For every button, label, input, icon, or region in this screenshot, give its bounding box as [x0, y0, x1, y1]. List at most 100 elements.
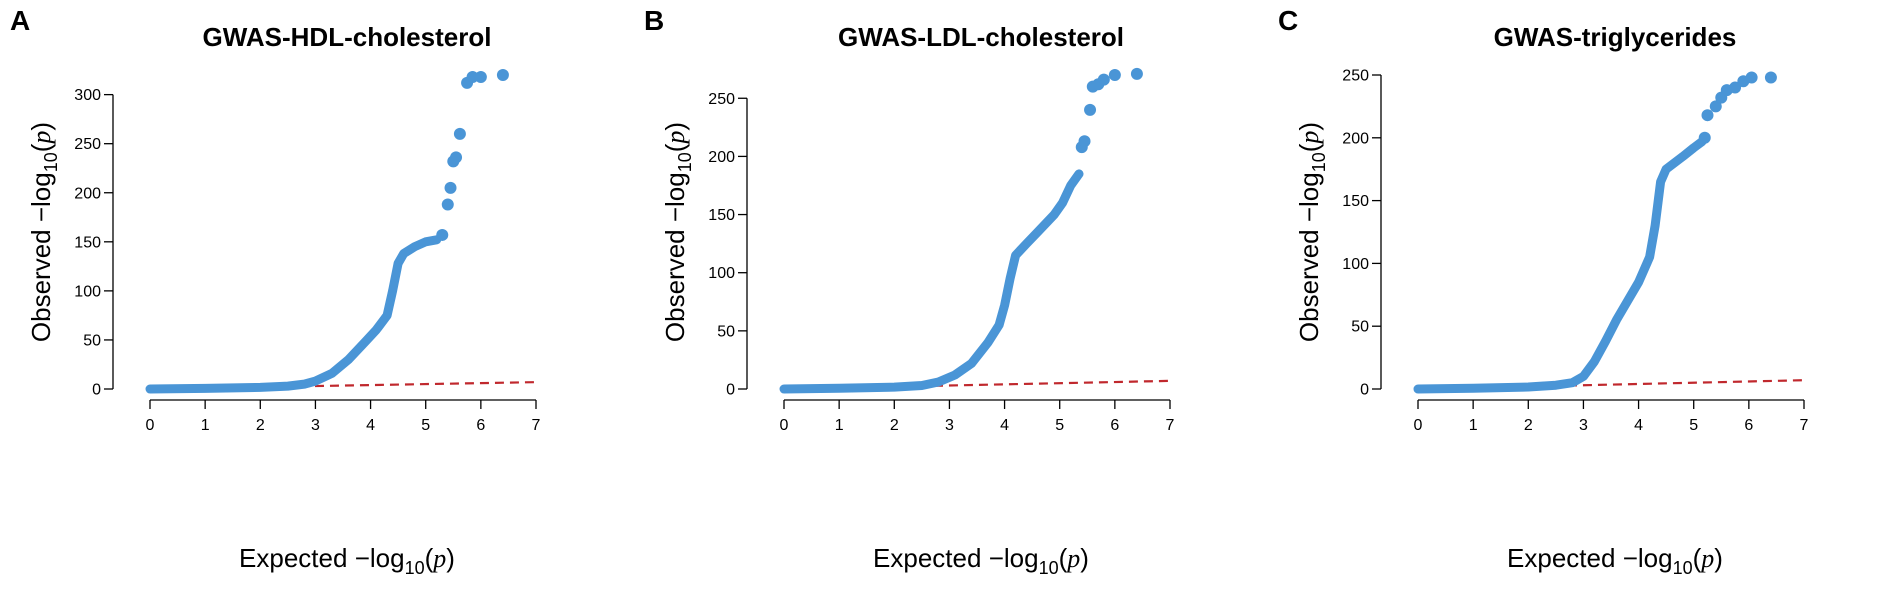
qq-point	[1097, 73, 1110, 86]
panel-letter: B	[644, 5, 664, 36]
panel-letter: C	[1278, 5, 1298, 36]
axis-label-space	[660, 222, 690, 229]
axis-label-word: Expected	[873, 543, 981, 573]
axis-label-word: Observed	[660, 229, 690, 342]
qq-panel-b: B GWAS-LDL-cholesterol 0 50 100 150 200 250 0 1 2 3…	[634, 0, 1268, 605]
axis-label-word: Expected	[239, 543, 347, 573]
qq-chart-b: B GWAS-LDL-cholesterol 0 50 100 150 200 250 0 1 2 3…	[644, 5, 1175, 578]
qq-curve-dense	[1413, 137, 1707, 394]
axis-label-space	[26, 222, 56, 229]
axis-label-space	[1294, 222, 1324, 229]
qq-point	[1745, 71, 1758, 84]
x-axis: 0 1 2 3 4 5 6 7	[780, 399, 1175, 434]
qq-point	[1130, 67, 1143, 80]
x-tick-label: 2	[256, 417, 265, 434]
qq-panel-c: C GWAS-triglycerides 0 50 100 150 200 250 0 1 2 3 4 5…	[1268, 0, 1901, 605]
axis-label-paren-close: )	[660, 122, 690, 131]
qq-chart-c: C GWAS-triglycerides 0 50 100 150 200 250 0 1 2 3 4 5…	[1278, 5, 1809, 578]
qq-points	[436, 69, 509, 241]
y-tick-label: 200	[1342, 130, 1369, 147]
axis-label-p: p	[1295, 131, 1324, 146]
axis-label-minus-log: −log	[1294, 172, 1324, 222]
x-axis: 0 1 2 3 4 5 6 7	[1414, 399, 1809, 434]
axis-label-space	[1615, 543, 1622, 573]
axis-label-paren-close: )	[26, 122, 56, 131]
y-tick-label: 100	[708, 265, 735, 282]
x-tick-label: 3	[1579, 417, 1588, 434]
axis-label-paren-open: (	[26, 143, 56, 152]
y-axis: 0 50 100 150 200 250	[708, 91, 748, 399]
y-axis-label: Observed −log10(p)	[660, 122, 695, 342]
chart-title: GWAS-triglycerides	[1494, 22, 1737, 52]
qq-point	[450, 151, 463, 164]
qq-points	[1698, 71, 1777, 144]
axis-label-paren-open: (	[660, 143, 690, 152]
qq-point	[474, 70, 487, 83]
x-tick-label: 5	[421, 417, 430, 434]
x-tick-label: 1	[835, 417, 844, 434]
qq-curve-dense	[779, 169, 1084, 394]
x-tick-label: 2	[890, 417, 899, 434]
axis-label-paren-open: (	[425, 543, 434, 573]
x-tick-label: 0	[780, 417, 789, 434]
qq-point	[1078, 135, 1091, 148]
axis-label-word: Expected	[1507, 543, 1615, 573]
axis-label-minus-log: −log	[355, 543, 405, 573]
x-axis-label: Expected −log10(p)	[239, 543, 455, 578]
x-tick-label: 5	[1055, 417, 1064, 434]
y-tick-label: 200	[708, 149, 735, 166]
x-tick-label: 3	[311, 417, 320, 434]
x-tick-label: 5	[1689, 417, 1698, 434]
x-axis-label: Expected −log10(p)	[1507, 543, 1723, 578]
y-tick-label: 200	[74, 185, 101, 202]
qq-point	[1709, 100, 1722, 113]
axis-label-subscript: 10	[41, 152, 61, 172]
axis-label-minus-log: −log	[1623, 543, 1673, 573]
x-tick-label: 0	[146, 417, 155, 434]
y-tick-label: 250	[1342, 68, 1369, 85]
axis-label-minus-log: −log	[989, 543, 1039, 573]
axis-label-word: Observed	[26, 229, 56, 342]
qq-points	[1075, 67, 1143, 154]
qq-point	[1701, 109, 1714, 122]
axis-label-p: p	[27, 131, 56, 146]
chart-title: GWAS-LDL-cholesterol	[838, 22, 1124, 52]
qq-chart-a: AGWAS-HDL-cholesterol0501001502002503000…	[10, 5, 541, 578]
x-tick-label: 4	[1634, 417, 1643, 434]
y-tick-label: 300	[74, 87, 101, 104]
axis-label-word: Observed	[1294, 229, 1324, 342]
axis-label-subscript: 10	[1309, 152, 1329, 172]
axis-label-space	[347, 543, 354, 573]
axis-label-paren-open: (	[1059, 543, 1068, 573]
qq-point	[1698, 131, 1711, 144]
y-tick-label: 50	[83, 332, 101, 349]
x-tick-label: 7	[532, 417, 541, 434]
qq-point	[453, 127, 466, 140]
y-axis: 0 50 100 150 200 250 300	[74, 87, 114, 399]
y-tick-label: 250	[708, 91, 735, 108]
x-tick-label: 7	[1166, 417, 1175, 434]
y-axis-label: Observed −log10(p)	[26, 122, 61, 342]
axis-label-paren-close: )	[1294, 122, 1324, 131]
qq-point	[436, 228, 449, 241]
x-tick-label: 4	[1000, 417, 1009, 434]
x-tick-label: 7	[1800, 417, 1809, 434]
axis-label-subscript: 10	[675, 152, 695, 172]
y-tick-label: 150	[74, 234, 101, 251]
y-tick-label: 150	[1342, 193, 1369, 210]
qq-point	[496, 69, 509, 81]
y-tick-label: 100	[1342, 256, 1369, 273]
y-tick-label: 50	[1351, 319, 1369, 336]
x-tick-label: 1	[201, 417, 210, 434]
y-tick-label: 250	[74, 136, 101, 153]
chart-title: GWAS-HDL-cholesterol	[203, 22, 492, 52]
axis-label-p: p	[661, 131, 690, 146]
qq-panel-a: A GWAS-HDL-cholesterol 0 50 100 150 200 250 300 0…	[0, 0, 634, 605]
x-axis-label: Expected −log10(p)	[873, 543, 1089, 578]
y-tick-label: 150	[708, 207, 735, 224]
axis-label-paren-close: )	[446, 543, 455, 573]
axis-label-space	[981, 543, 988, 573]
qq-point	[1084, 103, 1097, 116]
axis-label-paren-close: )	[1714, 543, 1723, 573]
